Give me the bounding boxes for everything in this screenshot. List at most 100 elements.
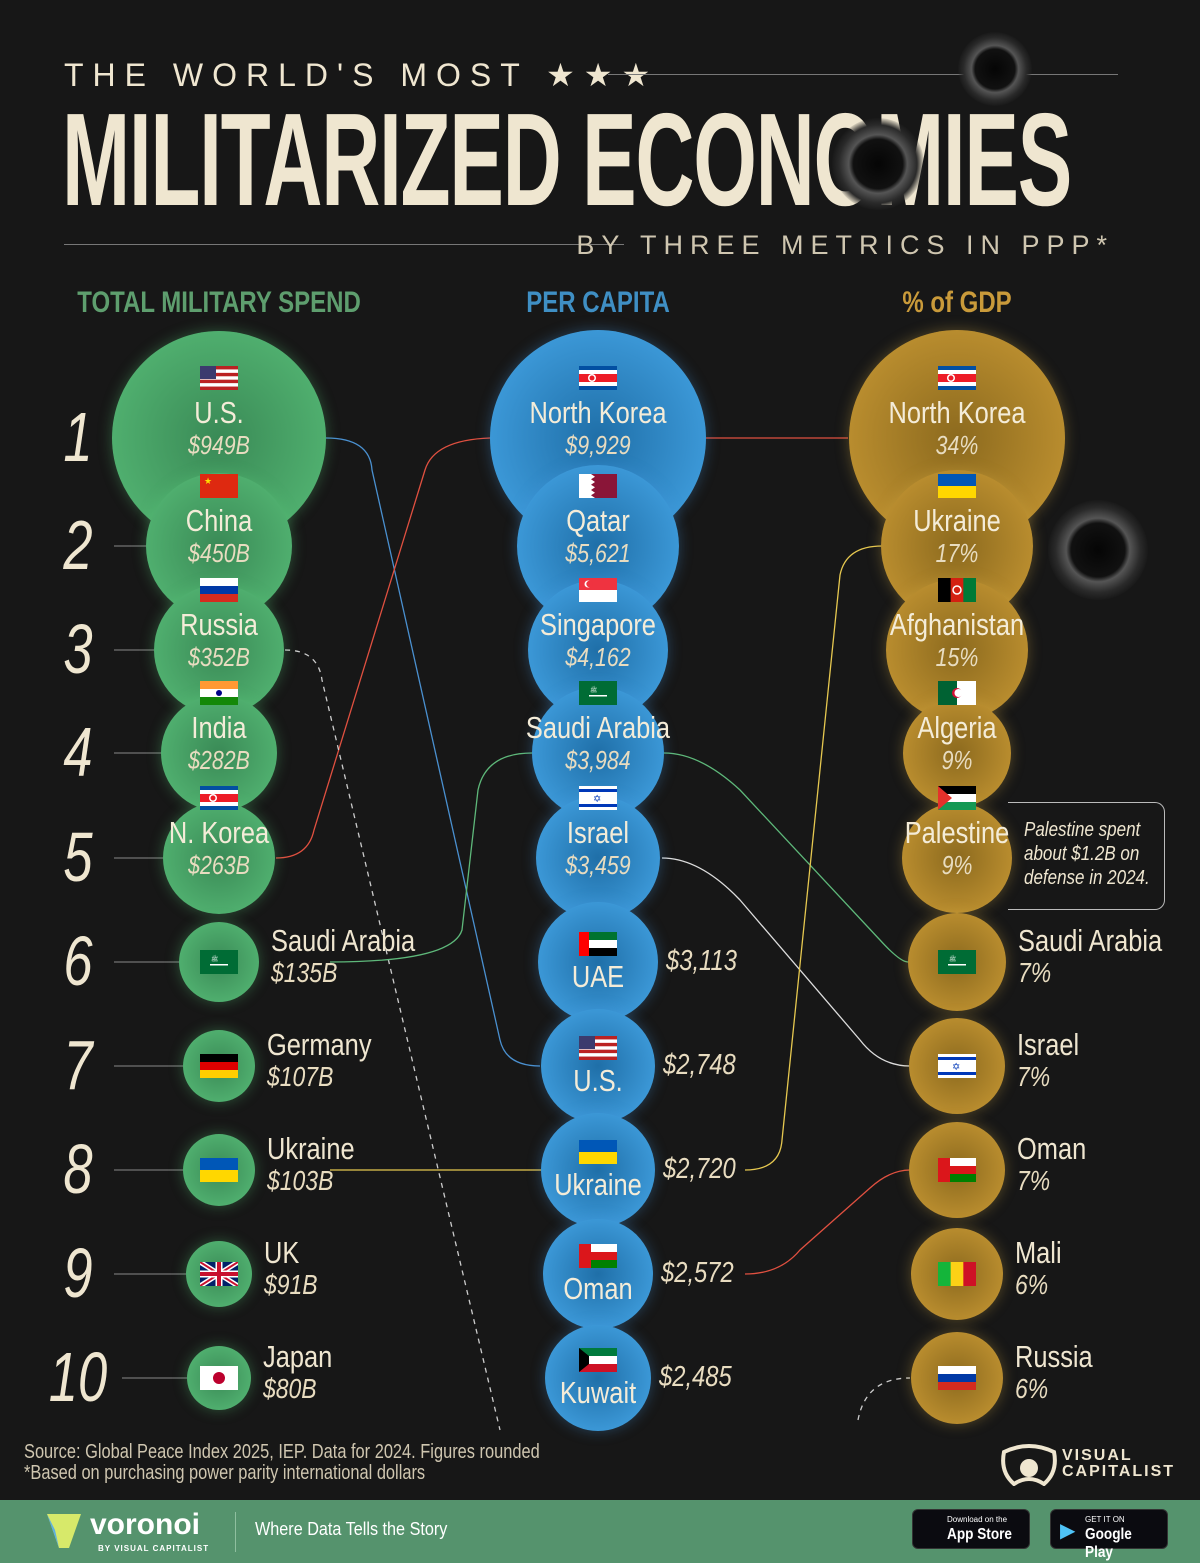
bubble-per_capita bbox=[543, 1219, 653, 1329]
connector-line bbox=[661, 857, 911, 1067]
value-label: $450B bbox=[188, 538, 250, 568]
country-name: India bbox=[191, 710, 247, 745]
rank-number: 4 bbox=[63, 713, 93, 791]
divider bbox=[64, 244, 624, 245]
value-label: $80B bbox=[263, 1373, 317, 1404]
value-label: $5,621 bbox=[565, 538, 631, 568]
flag-icon-gb bbox=[198, 1259, 240, 1289]
bubble-per_capita bbox=[541, 1113, 655, 1227]
value-label: $103B bbox=[267, 1165, 334, 1196]
svg-text:✡: ✡ bbox=[593, 794, 601, 805]
value-label: $2,748 bbox=[663, 1049, 736, 1081]
country-name: Oman bbox=[563, 1271, 633, 1306]
annotation-text: Palestine spent about $1.2B on defense i… bbox=[1024, 819, 1150, 889]
footnote: *Based on purchasing power parity intern… bbox=[24, 1462, 426, 1484]
country-name: Israel bbox=[566, 815, 630, 850]
kicker: THE WORLD'S MOST ★★★ bbox=[64, 57, 660, 93]
value-label: 7% bbox=[1017, 1061, 1051, 1092]
rank-number: 3 bbox=[63, 610, 93, 688]
country-name: Russia bbox=[180, 607, 258, 642]
country-name: Saudi Arabia bbox=[525, 710, 671, 745]
country-name: Saudi Arabia bbox=[271, 923, 416, 958]
flag-icon-kp bbox=[200, 786, 238, 811]
flag-icon-kw bbox=[579, 1348, 617, 1373]
connector-line bbox=[329, 752, 533, 963]
value-label: $2,720 bbox=[663, 1153, 736, 1185]
bubble-per_capita bbox=[545, 1325, 651, 1431]
country-name: China bbox=[185, 503, 253, 538]
country-name: U.S. bbox=[194, 395, 244, 430]
country-name: Ukraine bbox=[913, 503, 1001, 538]
flag-icon-sa: ﷺ bbox=[579, 681, 617, 705]
flag-icon-cn: ★ bbox=[200, 474, 238, 498]
subtitle: BY THREE METRICS IN PPP* bbox=[576, 230, 1114, 260]
divider bbox=[608, 74, 1118, 75]
value-label: 9% bbox=[941, 850, 973, 880]
value-label: 17% bbox=[935, 538, 979, 568]
app-store-button[interactable]: Download on the App Store bbox=[912, 1509, 1030, 1549]
rank-number: 10 bbox=[48, 1338, 108, 1416]
value-label: 9% bbox=[941, 745, 973, 775]
column-title-gdp: % of GDP bbox=[902, 286, 1012, 319]
flag-icon-il: ✡ bbox=[579, 786, 617, 810]
country-name: Germany bbox=[267, 1027, 372, 1062]
google-play-button[interactable]: ▶ GET IT ON Google Play bbox=[1050, 1509, 1168, 1561]
connector-line bbox=[325, 437, 541, 1067]
bubble-total bbox=[163, 802, 275, 914]
divider bbox=[235, 1512, 236, 1552]
flag-icon-ml bbox=[938, 1262, 977, 1286]
country-name: Oman bbox=[1017, 1131, 1087, 1166]
flag-icon-ps bbox=[938, 786, 976, 811]
connector-line bbox=[275, 437, 491, 859]
app-store-small: Download on the bbox=[947, 1515, 1008, 1524]
country-name: Ukraine bbox=[554, 1167, 642, 1202]
value-label: $2,485 bbox=[659, 1361, 732, 1393]
country-name: Algeria bbox=[917, 710, 997, 745]
country-name: Ukraine bbox=[267, 1131, 355, 1166]
connector-line bbox=[744, 1169, 911, 1275]
bullet-hole-icon bbox=[958, 32, 1032, 106]
value-label: 7% bbox=[1017, 1165, 1051, 1196]
value-label: $4,162 bbox=[565, 642, 631, 672]
country-name: Qatar bbox=[566, 503, 630, 538]
value-label: 6% bbox=[1015, 1269, 1049, 1300]
value-label: $949B bbox=[188, 430, 250, 460]
value-label: $2,572 bbox=[661, 1257, 734, 1289]
country-name: N. Korea bbox=[168, 815, 270, 850]
visual-capitalist-logo: VISUAL CAPITALIST bbox=[1000, 1440, 1180, 1488]
flag-icon-us bbox=[200, 366, 238, 391]
connector-line bbox=[857, 1377, 911, 1421]
flag-icon-af bbox=[938, 578, 977, 602]
rank-number: 6 bbox=[63, 922, 93, 1000]
bullet-hole-icon bbox=[1048, 500, 1148, 600]
google-play-small: GET IT ON bbox=[1085, 1515, 1125, 1524]
flag-icon-ua bbox=[200, 1158, 238, 1183]
connector-line bbox=[663, 752, 909, 963]
connector-line bbox=[744, 545, 883, 1171]
value-label: 6% bbox=[1015, 1373, 1049, 1404]
country-name: Mali bbox=[1015, 1235, 1062, 1270]
flag-icon-ru bbox=[938, 1366, 976, 1391]
bubble-gdp bbox=[902, 803, 1012, 913]
flag-icon-jp bbox=[200, 1366, 238, 1390]
tagline: Where Data Tells the Story bbox=[255, 1519, 448, 1539]
column-title-total: TOTAL MILITARY SPEND bbox=[77, 286, 361, 319]
flag-icon-om bbox=[579, 1244, 617, 1269]
flag-icon-ru bbox=[200, 578, 238, 603]
value-label: $352B bbox=[188, 642, 250, 672]
voronoi-logo-icon bbox=[47, 1514, 81, 1548]
country-name: Saudi Arabia bbox=[1018, 923, 1163, 958]
rank-number: 2 bbox=[63, 506, 93, 584]
flag-icon-de bbox=[200, 1054, 238, 1079]
svg-text:ﷺ: ﷺ bbox=[590, 685, 597, 694]
flag-icon-ae bbox=[579, 932, 617, 957]
flag-icon-il: ✡ bbox=[938, 1054, 976, 1078]
flag-icon-sa: ﷺ bbox=[200, 950, 238, 974]
value-label: 15% bbox=[935, 642, 979, 672]
svg-text:★: ★ bbox=[204, 476, 212, 486]
value-label: $135B bbox=[271, 957, 338, 988]
value-label: $3,984 bbox=[565, 745, 631, 775]
bubble-per_capita bbox=[536, 796, 660, 920]
value-label: $282B bbox=[188, 745, 250, 775]
voronoi-byline: BY VISUAL CAPITALIST bbox=[98, 1544, 210, 1553]
